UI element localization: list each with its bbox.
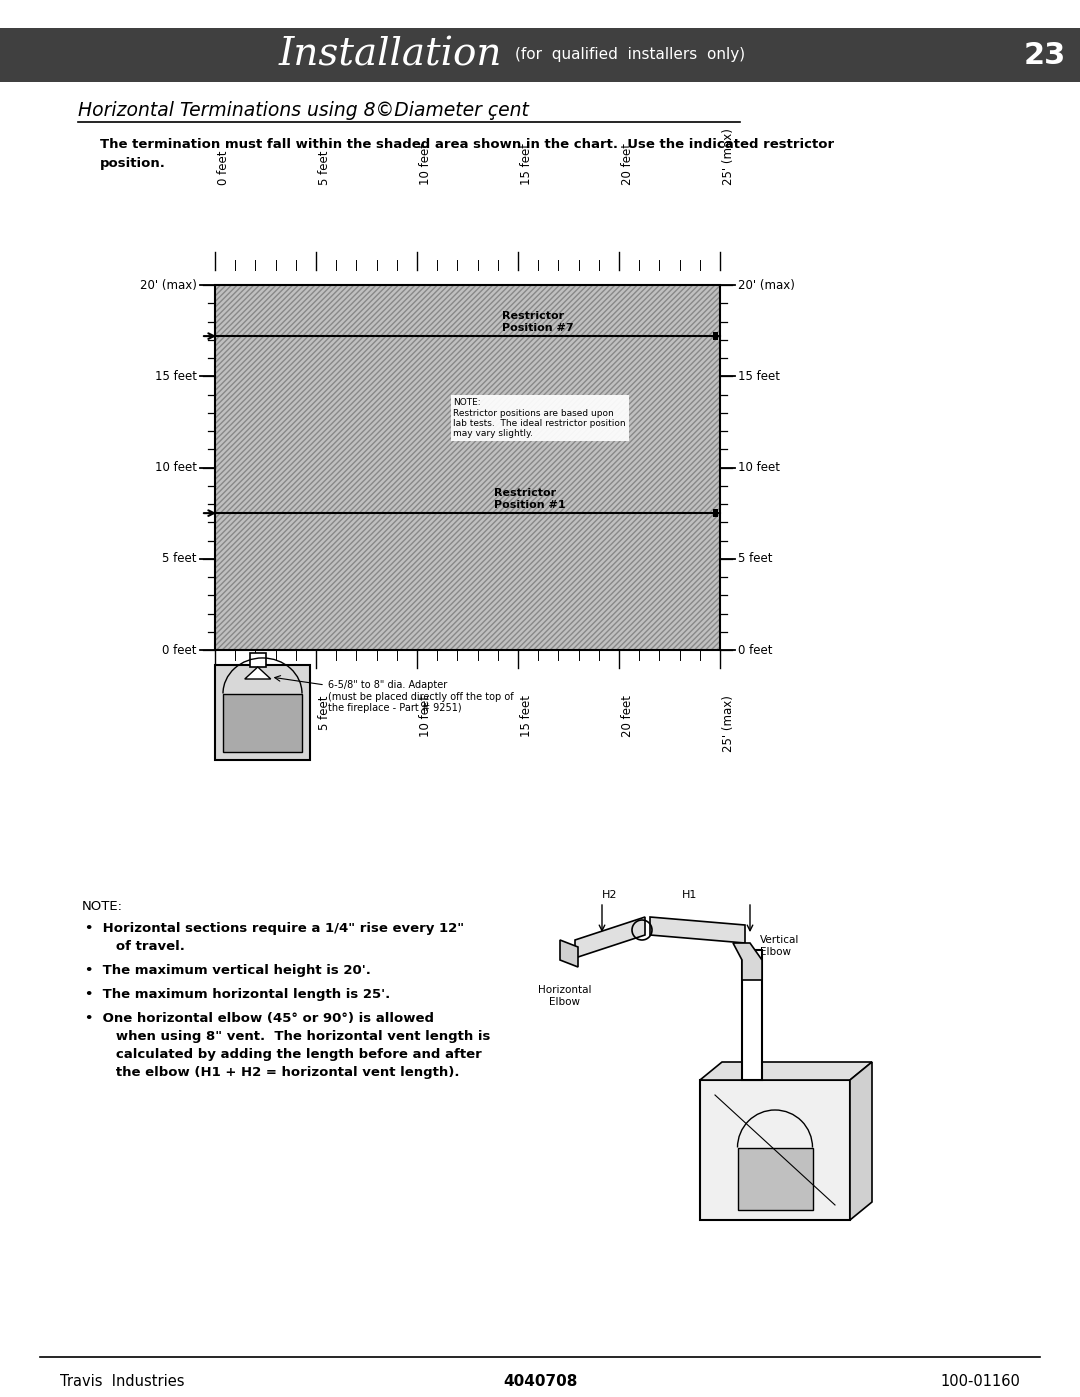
Text: •  One horizontal elbow (45° or 90°) is allowed: • One horizontal elbow (45° or 90°) is a…	[85, 1011, 434, 1025]
Polygon shape	[575, 916, 645, 958]
Text: 5 feet: 5 feet	[318, 151, 330, 184]
Text: 100-01160: 100-01160	[940, 1373, 1020, 1389]
Text: Horizontal Terminations using 8©Diameter çent: Horizontal Terminations using 8©Diameter…	[78, 101, 529, 120]
Text: 15 feet: 15 feet	[519, 142, 534, 184]
Text: H1: H1	[683, 890, 698, 900]
Text: Restrictor
Position #1: Restrictor Position #1	[494, 488, 566, 510]
Text: The termination must fall within the shaded area shown in the chart.  Use the in: The termination must fall within the sha…	[100, 138, 834, 151]
Text: 10 feet: 10 feet	[419, 142, 432, 184]
Text: 0 feet: 0 feet	[217, 151, 230, 184]
Text: •  The maximum vertical height is 20'.: • The maximum vertical height is 20'.	[85, 964, 370, 977]
Text: Vertical
Elbow: Vertical Elbow	[760, 935, 799, 957]
Polygon shape	[700, 1062, 872, 1080]
Text: NOTE:: NOTE:	[82, 900, 123, 914]
Text: Travis  Industries: Travis Industries	[60, 1373, 185, 1389]
Text: 5 feet: 5 feet	[318, 694, 330, 729]
Text: 23: 23	[1024, 41, 1066, 70]
Text: 4040708: 4040708	[503, 1373, 577, 1389]
Text: 20 feet: 20 feet	[621, 694, 634, 738]
Bar	[215, 285, 720, 650]
Text: 20' (max): 20' (max)	[738, 278, 795, 292]
Text: NOTE:
Restrictor positions are based upon
lab tests.  The ideal restrictor posit: NOTE: Restrictor positions are based upo…	[454, 398, 626, 439]
Text: 0 feet: 0 feet	[217, 694, 230, 729]
Bar	[222, 693, 302, 752]
Polygon shape	[650, 916, 745, 943]
Text: Horizontal
Elbow: Horizontal Elbow	[538, 985, 592, 1007]
Text: 25' (max): 25' (max)	[723, 694, 735, 752]
Text: 25' (max): 25' (max)	[723, 129, 735, 184]
Text: 10 feet: 10 feet	[156, 461, 197, 474]
Text: (for  qualified  installers  only): (for qualified installers only)	[515, 47, 745, 63]
Text: 15 feet: 15 feet	[156, 370, 197, 383]
Text: 20 feet: 20 feet	[621, 142, 634, 184]
Text: Restrictor
Position #7: Restrictor Position #7	[502, 312, 573, 332]
Bar	[738, 1147, 812, 1210]
Bar	[713, 332, 718, 339]
Text: calculated by adding the length before and after: calculated by adding the length before a…	[102, 1048, 482, 1060]
Text: the elbow (H1 + H2 = horizontal vent length).: the elbow (H1 + H2 = horizontal vent len…	[102, 1066, 459, 1078]
Text: position.: position.	[100, 156, 166, 169]
Text: 6-5/8" to 8" dia. Adapter
(must be placed directly off the top of
the fireplace : 6-5/8" to 8" dia. Adapter (must be place…	[328, 680, 514, 714]
Polygon shape	[245, 666, 271, 679]
Polygon shape	[733, 943, 762, 981]
Polygon shape	[850, 1062, 872, 1220]
Bar	[713, 509, 718, 517]
Text: 10 feet: 10 feet	[419, 694, 432, 738]
Text: 15 feet: 15 feet	[738, 370, 780, 383]
Text: Installation: Installation	[279, 36, 502, 74]
Bar	[742, 950, 762, 1080]
Text: •  The maximum horizontal length is 25'.: • The maximum horizontal length is 25'.	[85, 988, 390, 1002]
Text: of travel.: of travel.	[102, 940, 185, 953]
Bar	[215, 285, 720, 650]
Text: 5 feet: 5 feet	[162, 552, 197, 566]
Text: 15 feet: 15 feet	[519, 694, 534, 738]
Polygon shape	[561, 940, 578, 967]
Text: 20' (max): 20' (max)	[140, 278, 197, 292]
Text: when using 8" vent.  The horizontal vent length is: when using 8" vent. The horizontal vent …	[102, 1030, 490, 1044]
Bar	[249, 652, 266, 666]
Text: 0 feet: 0 feet	[162, 644, 197, 657]
Text: H2: H2	[603, 890, 618, 900]
Bar	[700, 1080, 850, 1220]
Text: 5 feet: 5 feet	[738, 552, 772, 566]
Text: 0 feet: 0 feet	[738, 644, 772, 657]
Bar	[215, 285, 720, 650]
Text: •  Horizontal sections require a 1/4" rise every 12": • Horizontal sections require a 1/4" ris…	[85, 922, 464, 935]
Text: 10 feet: 10 feet	[738, 461, 780, 474]
Bar	[0, 28, 1080, 82]
Bar	[215, 665, 310, 760]
